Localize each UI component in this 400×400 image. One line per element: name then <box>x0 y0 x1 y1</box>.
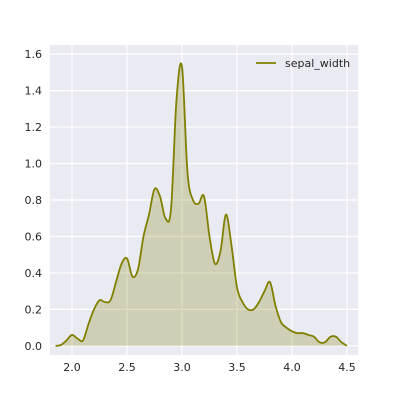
density-fill <box>55 63 347 346</box>
y-tick-label: 1.0 <box>25 158 43 171</box>
legend: sepal_width <box>256 57 350 70</box>
y-tick-label: 0.6 <box>25 230 43 243</box>
x-tick-label: 4.0 <box>283 361 301 374</box>
y-tick-label: 1.2 <box>25 121 43 134</box>
x-tick-label: 2.5 <box>118 361 136 374</box>
y-tick-label: 0.2 <box>25 303 43 316</box>
y-tick-label: 0.0 <box>25 340 43 353</box>
y-axis-ticks: 0.0 0.2 0.4 0.6 0.8 1.0 1.2 1.4 1.6 <box>25 48 43 353</box>
legend-label: sepal_width <box>285 57 350 70</box>
y-tick-label: 1.6 <box>25 48 43 61</box>
density-line <box>55 62 348 347</box>
x-tick-label: 3.5 <box>228 361 246 374</box>
x-tick-label: 3.0 <box>173 361 191 374</box>
density-area <box>55 63 347 346</box>
y-tick-label: 1.4 <box>25 85 43 98</box>
density-curve <box>55 62 348 347</box>
y-tick-label: 0.8 <box>25 194 43 207</box>
y-tick-label: 0.4 <box>25 267 43 280</box>
x-tick-label: 4.5 <box>338 361 356 374</box>
x-axis-ticks: 2.0 2.5 3.0 3.5 4.0 4.5 <box>63 361 356 374</box>
x-tick-label: 2.0 <box>63 361 81 374</box>
